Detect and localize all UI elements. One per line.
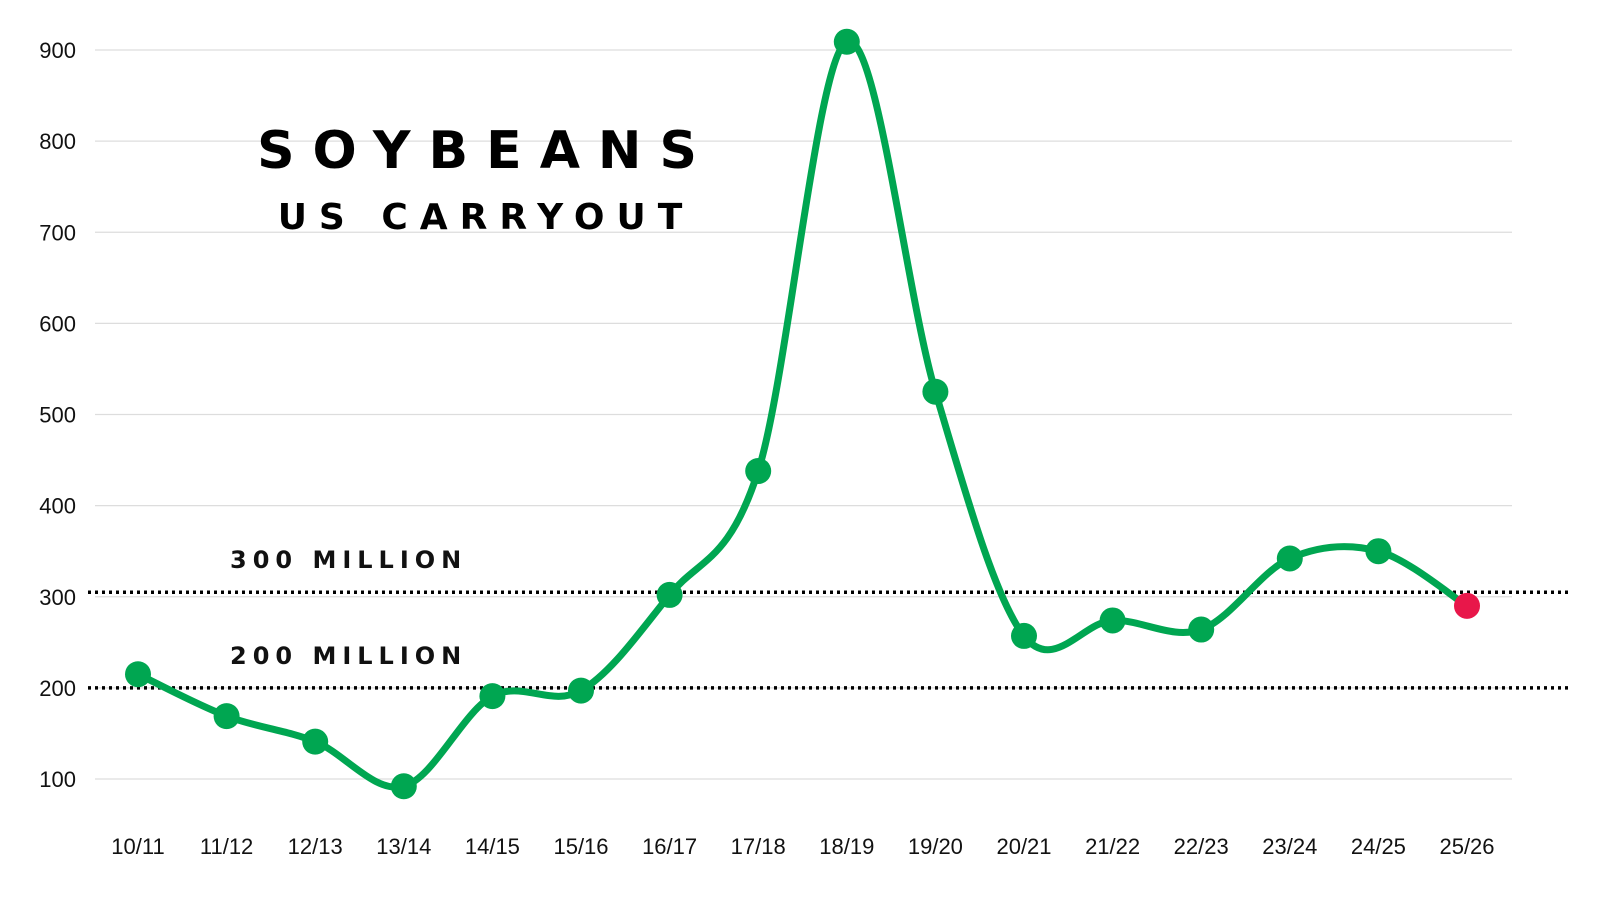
data-point [833,28,860,55]
x-tick-label: 19/20 [908,834,963,859]
x-tick-label: 22/23 [1174,834,1229,859]
data-point-highlight [1454,592,1480,619]
data-point [1365,538,1392,565]
y-tick-label: 600 [39,311,76,336]
y-tick-label: 400 [39,494,76,519]
x-tick-label: 24/25 [1351,834,1406,859]
y-tick-label: 900 [39,38,76,63]
x-tick-label: 15/16 [553,834,608,859]
data-point [1276,545,1303,572]
x-tick-label: 16/17 [642,834,697,859]
data-point [479,683,506,710]
reference-lines: 300 MILLION 200 MILLION [88,546,1568,690]
y-tick-label: 500 [39,403,76,428]
data-point [302,728,329,755]
x-tick-label: 11/12 [200,834,253,859]
chart-title: SOYBEANS [257,121,715,181]
data-point [1011,622,1037,649]
x-tick-label: 13/14 [376,834,431,859]
x-tick-label: 17/18 [731,834,786,859]
x-tick-label: 23/24 [1262,834,1317,859]
reference-line-label: 300 MILLION [230,546,467,574]
data-point [1099,607,1126,634]
x-tick-label: 18/19 [819,834,874,859]
reference-line-label: 200 MILLION [230,642,467,670]
y-tick-label: 100 [39,767,76,792]
x-axis: 10/11 11/12 12/13 13/14 14/15 15/16 16/17 17/18… [111,834,1494,859]
x-tick-label: 14/15 [465,834,520,859]
y-tick-label: 300 [39,585,76,610]
x-tick-label: 12/13 [288,834,343,859]
data-point [213,703,240,730]
x-tick-label: 10/11 [111,834,164,859]
data-point [1188,616,1215,643]
x-tick-label: 25/26 [1439,834,1494,859]
data-point [390,773,417,800]
data-point [125,661,151,688]
y-tick-label: 800 [39,129,76,154]
data-point [568,677,594,704]
data-points [125,28,1480,800]
x-tick-label: 21/22 [1085,834,1140,859]
data-point [922,378,949,405]
data-point [745,457,772,484]
y-axis: 100 200 300 400 500 600 700 800 900 [39,38,76,792]
data-point [656,581,683,608]
y-tick-label: 700 [39,220,76,245]
chart-subtitle: US CARRYOUT [278,197,695,238]
x-tick-label: 20/21 [996,834,1051,859]
gridlines [95,49,1512,780]
y-tick-label: 200 [39,676,76,701]
